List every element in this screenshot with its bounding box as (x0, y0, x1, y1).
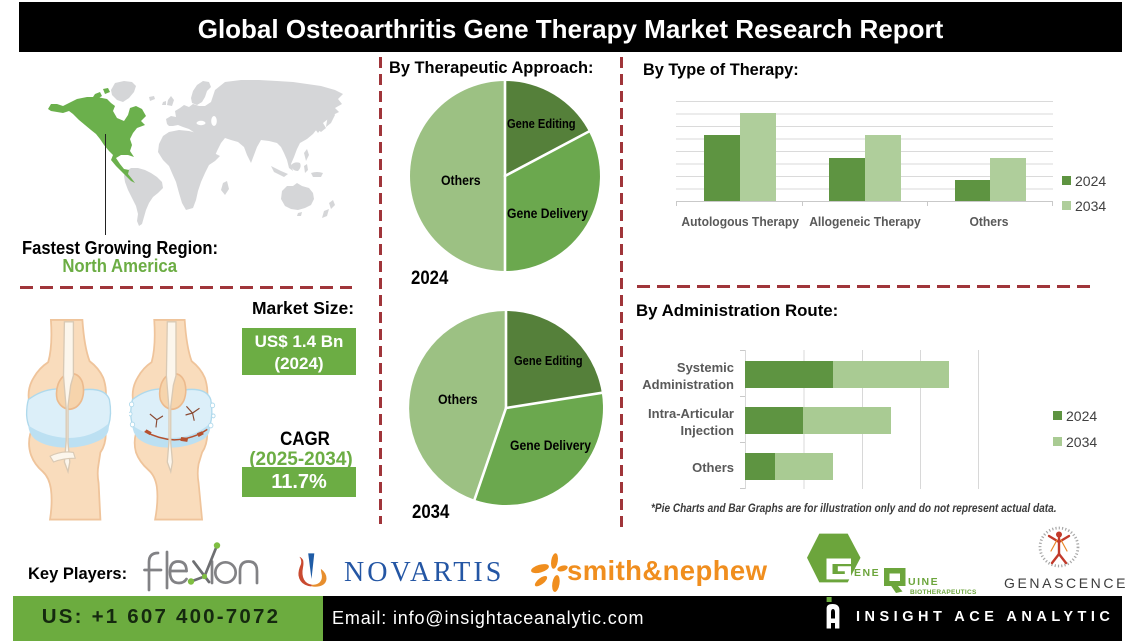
svg-text:BIOTHERAPEUTICS: BIOTHERAPEUTICS (910, 589, 977, 596)
svg-text:UINE: UINE (908, 576, 939, 588)
svg-text:ENE: ENE (854, 567, 880, 579)
